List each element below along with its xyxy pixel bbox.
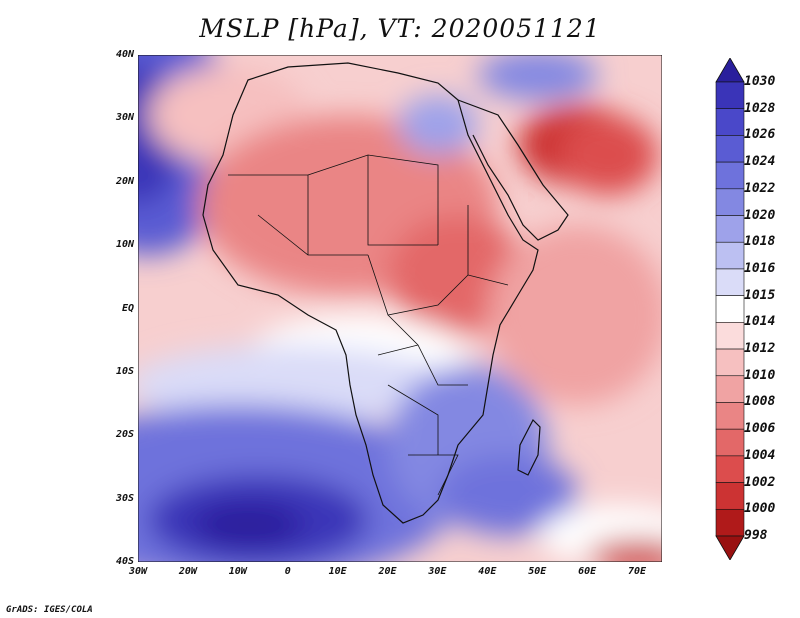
colorbar-label: 1020 (744, 207, 776, 223)
colorbar-swatch (715, 161, 745, 190)
colorbar-bottom-arrow (715, 535, 745, 560)
pressure-map (138, 55, 662, 562)
x-tick-label: 10W (228, 566, 247, 577)
arabia-coastline (457, 99, 569, 241)
colorbar-label: 1014 (744, 314, 776, 330)
africa-coastline (202, 62, 539, 524)
colorbar-label: 1006 (744, 421, 776, 437)
colorbar-swatch (715, 508, 745, 537)
y-tick-label: 10S (115, 365, 134, 377)
chart-title: MSLP [hPa], VT: 2020051121 (199, 14, 601, 43)
colorbar-swatch (715, 188, 745, 216)
colorbar (715, 58, 745, 560)
colorbar-swatch (715, 215, 745, 243)
x-tick-label: 0 (284, 566, 291, 577)
colorbar-swatch (715, 268, 745, 296)
colorbar-swatch (715, 108, 745, 136)
country-borders (228, 154, 509, 496)
colorbar-label: 1022 (744, 180, 776, 196)
colorbar-swatch (715, 455, 745, 483)
colorbar-label: 1012 (744, 341, 776, 357)
madagascar (517, 418, 541, 476)
y-tick-label: 30S (115, 492, 134, 504)
colorbar-swatch (715, 402, 745, 430)
colorbar-label: 1028 (744, 100, 776, 116)
y-tick-label: 10N (115, 239, 134, 251)
colorbar-label: 1004 (744, 447, 776, 463)
colorbar-label: 1018 (744, 234, 776, 250)
x-tick-label: 40E (478, 566, 497, 577)
colorbar-swatch (715, 348, 745, 377)
colorbar-label: 1008 (744, 394, 776, 410)
x-tick-label: 20W (178, 566, 197, 577)
y-tick-label: 30N (115, 112, 134, 124)
x-tick-label: 50E (528, 566, 547, 577)
y-tick-label: 40N (115, 49, 134, 60)
x-tick-label: 20E (378, 566, 397, 577)
colorbar-swatch (715, 322, 745, 350)
colorbar-label: 1010 (744, 367, 776, 383)
y-tick-label: 20S (115, 429, 134, 441)
colorbar-label: 1030 (744, 74, 776, 89)
colorbar-label: 1016 (744, 260, 776, 276)
colorbar-swatch (715, 241, 745, 270)
colorbar-swatch (715, 295, 745, 323)
y-tick-label: EQ (121, 302, 134, 314)
x-tick-label: 30E (428, 566, 447, 577)
colorbar-swatch (715, 375, 745, 403)
x-tick-label: 60E (578, 566, 597, 577)
colorbar-label: 1026 (744, 127, 776, 143)
x-tick-label: 70E (628, 566, 647, 577)
y-tick-label: 40S (115, 556, 134, 567)
colorbar-label: 1002 (744, 474, 776, 490)
colorbar-label: 1024 (744, 154, 776, 170)
colorbar-swatch (715, 135, 745, 163)
colorbar-swatch (715, 428, 745, 457)
colorbar-top-arrow (715, 58, 745, 83)
x-tick-label: 10E (328, 566, 347, 577)
x-tick-label: 30W (128, 566, 148, 577)
colorbar-swatch (715, 482, 745, 510)
colorbar-label: 998 (744, 528, 768, 543)
colorbar-swatch (715, 81, 745, 110)
y-tick-label: 20N (115, 175, 134, 187)
grads-credit: GrADS: IGES/COLA (6, 605, 93, 615)
colorbar-label: 1000 (744, 501, 776, 517)
colorbar-label: 1015 (744, 287, 776, 303)
